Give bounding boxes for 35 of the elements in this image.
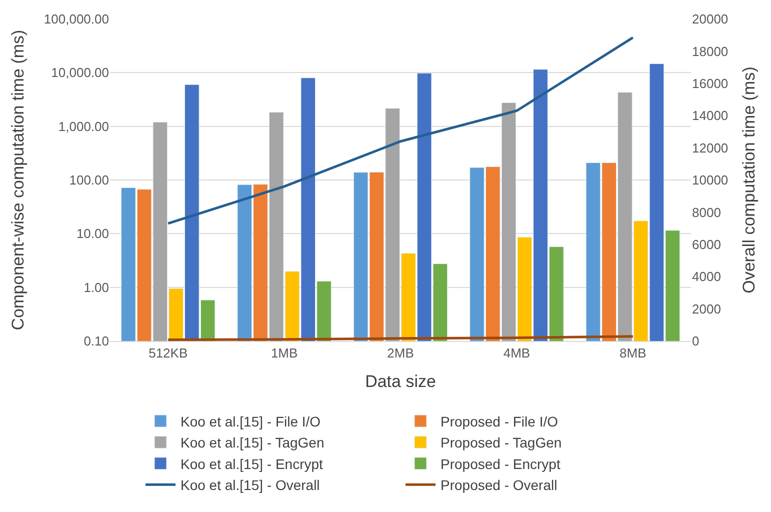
y2-axis-title: Overall computation time (ms) <box>740 66 759 294</box>
line-series <box>166 36 634 225</box>
y2-tick-label: 10000 <box>692 172 728 188</box>
y-tick-label: 0.10 <box>84 334 109 349</box>
y-tick-label: 100,000.00 <box>44 12 109 27</box>
legend-label: Proposed - Overall <box>440 477 558 494</box>
y2-tick-label: 16000 <box>692 76 728 91</box>
y-axis-title: Component-wise computation time (ms) <box>8 30 28 330</box>
legend-label: Koo et al.[15] - File I/O <box>180 413 321 430</box>
y2-tick-label: 20000 <box>692 12 728 27</box>
y-tick-label: 10,000.00 <box>51 65 109 80</box>
legend-label: Proposed - File I/O <box>440 413 558 430</box>
x-tick-label: 8MB <box>620 346 646 361</box>
y2-tick-label: 14000 <box>692 108 728 124</box>
y2-tick-label: 4000 <box>692 269 721 284</box>
y2-tick-label: 2000 <box>692 301 721 316</box>
legend-label: Koo et al.[15] - Overall <box>180 477 320 494</box>
y2-tick-label: 8000 <box>692 204 721 220</box>
y2-tick-label: 6000 <box>692 236 721 252</box>
y2-tick-label: 0 <box>692 334 700 349</box>
y2-tick-label: 18000 <box>692 44 728 59</box>
x-tick-label: 4MB <box>503 346 530 361</box>
legend-label: Proposed - TagGen <box>440 434 562 451</box>
y-tick-label: 1.00 <box>84 280 109 295</box>
x-tick-label: 512KB <box>148 346 188 361</box>
y-tick-label: 10.00 <box>76 226 109 242</box>
legend-label: Koo et al.[15] - Encrypt <box>180 456 324 472</box>
x-tick-label: 1MB <box>270 346 298 361</box>
legend-label: Proposed - Encrypt <box>440 456 560 472</box>
y-tick-label: 1,000.00 <box>58 118 109 134</box>
y2-tick-label: 12000 <box>692 140 728 156</box>
x-tick-label: 2MB <box>387 346 414 361</box>
x-axis-title: Data size <box>365 372 436 391</box>
y-tick-label: 100.00 <box>69 172 109 188</box>
legend-label: Koo et al.[15] - TagGen <box>180 434 324 451</box>
